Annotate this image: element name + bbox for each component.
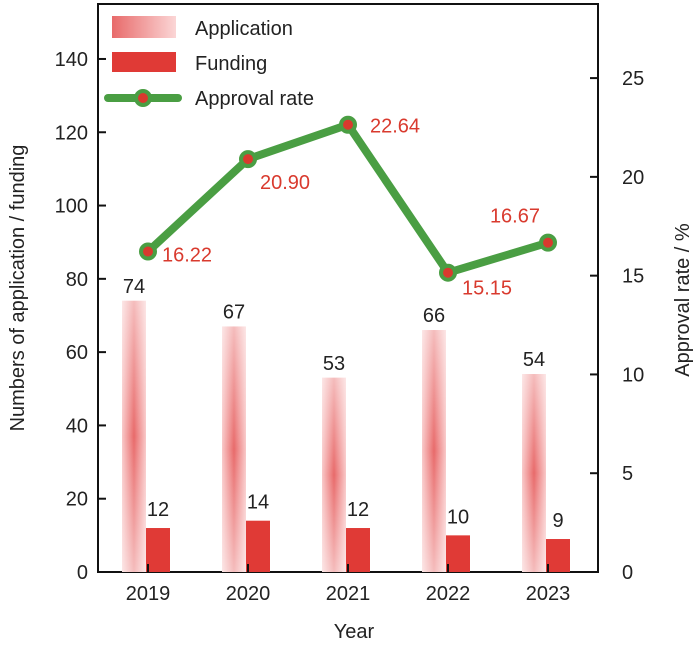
y2-tick-label: 20 bbox=[622, 167, 644, 189]
x-tick-label: 2020 bbox=[226, 583, 271, 605]
axes-layer: 0 20 40 60 80 100 120 140 0 5 10 15 20 25 2019 2020 2021… bbox=[55, 49, 645, 605]
legend-funding-label: Funding bbox=[195, 53, 267, 75]
bars-layer: 74 12 67 14 53 12 66 10 54 9 bbox=[122, 276, 570, 572]
application-value-label: 74 bbox=[123, 276, 145, 298]
y-tick-label: 80 bbox=[66, 269, 88, 291]
funding-bar bbox=[546, 539, 570, 572]
y-tick-label: 60 bbox=[66, 342, 88, 364]
funding-value-label: 12 bbox=[147, 499, 169, 521]
x-tick-label: 2021 bbox=[326, 583, 371, 605]
y-tick-label: 120 bbox=[55, 122, 88, 144]
approval-rate-label: 16.67 bbox=[490, 206, 540, 228]
application-value-label: 53 bbox=[323, 353, 345, 375]
funding-value-label: 14 bbox=[247, 492, 269, 514]
funding-bar bbox=[446, 535, 470, 572]
legend-application-label: Application bbox=[195, 18, 293, 40]
legend-approval-label: Approval rate bbox=[195, 88, 314, 110]
funding-value-label: 12 bbox=[347, 499, 369, 521]
y2-tick-label: 25 bbox=[622, 68, 644, 90]
funding-value-label: 10 bbox=[447, 506, 469, 528]
approval-rate-point bbox=[339, 115, 357, 134]
y2-tick-label: 15 bbox=[622, 266, 644, 288]
funding-bar bbox=[146, 528, 170, 572]
application-value-label: 54 bbox=[523, 349, 545, 371]
x-tick-label: 2023 bbox=[526, 583, 571, 605]
y2-axis-title: Approval rate / % bbox=[672, 223, 694, 377]
funding-bar bbox=[246, 520, 270, 572]
x-tick-label: 2019 bbox=[126, 583, 171, 605]
legend-application-swatch bbox=[112, 16, 176, 38]
y-tick-label: 20 bbox=[66, 489, 88, 511]
y-tick-label: 40 bbox=[66, 415, 88, 437]
application-bar-shade bbox=[422, 330, 446, 572]
approval-rate-point bbox=[539, 233, 557, 252]
y2-tick-label: 5 bbox=[622, 463, 633, 485]
y2-tick-label: 10 bbox=[622, 364, 644, 386]
application-bar-shade bbox=[522, 374, 546, 572]
x-tick-label: 2022 bbox=[426, 583, 471, 605]
legend-funding-swatch bbox=[112, 52, 176, 72]
y2-tick-label: 0 bbox=[622, 562, 633, 584]
funding-bar bbox=[346, 528, 370, 572]
application-value-label: 67 bbox=[223, 301, 245, 323]
y-tick-label: 100 bbox=[55, 196, 88, 218]
approval-rate-label: 22.64 bbox=[370, 116, 420, 138]
approval-rate-point bbox=[239, 150, 257, 169]
y-tick-label: 0 bbox=[77, 562, 88, 584]
y-tick-label: 140 bbox=[55, 49, 88, 71]
application-bar-shade bbox=[322, 377, 346, 572]
legend-approval-marker bbox=[134, 89, 152, 107]
approval-rate-layer: 16.22 20.90 22.64 15.15 16.67 bbox=[139, 115, 557, 300]
application-bar-shade bbox=[222, 326, 246, 572]
approval-rate-point bbox=[139, 242, 157, 261]
x-axis-title: Year bbox=[334, 621, 375, 643]
approval-rate-label: 15.15 bbox=[462, 278, 512, 300]
approval-rate-point bbox=[439, 263, 457, 282]
application-bar-shade bbox=[122, 300, 146, 572]
funding-value-label: 9 bbox=[552, 510, 563, 532]
y-axis-title: Numbers of application / funding bbox=[7, 145, 29, 432]
legend: Application Funding Approval rate bbox=[104, 16, 314, 110]
approval-rate-label: 16.22 bbox=[162, 245, 212, 267]
application-value-label: 66 bbox=[423, 305, 445, 327]
approval-rate-label: 20.90 bbox=[260, 172, 310, 194]
